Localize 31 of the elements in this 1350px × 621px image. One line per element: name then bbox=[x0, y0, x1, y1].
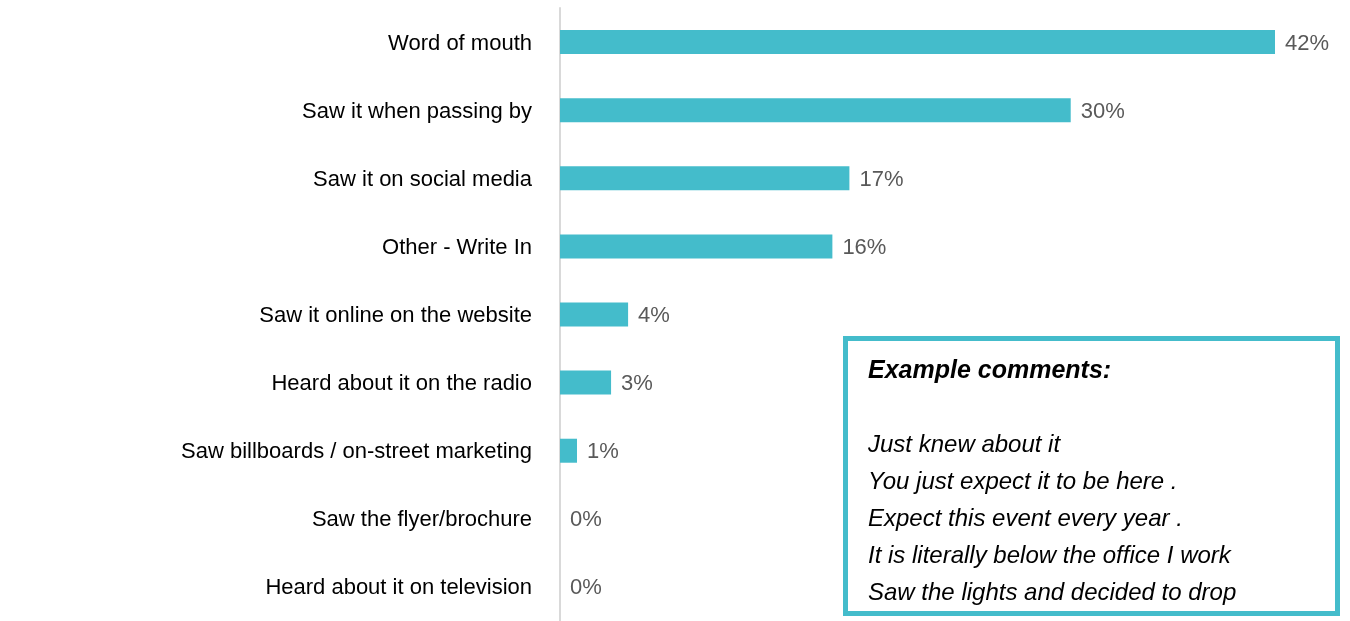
y-tick-label: Word of mouth bbox=[388, 29, 532, 55]
data-label: 3% bbox=[621, 370, 653, 396]
data-label: 17% bbox=[859, 165, 904, 191]
y-tick-label: Saw billboards / on-street marketing bbox=[181, 438, 532, 464]
bar bbox=[560, 302, 629, 327]
data-label: 0% bbox=[570, 574, 602, 600]
bar bbox=[560, 438, 578, 463]
data-label: 0% bbox=[570, 506, 602, 532]
data-label: 1% bbox=[587, 438, 619, 464]
annotation: Saw the lights and decided to drop bbox=[868, 577, 1238, 607]
y-tick-label: Other - Write In bbox=[382, 233, 532, 259]
bar bbox=[560, 234, 833, 259]
data-label: 16% bbox=[842, 233, 887, 259]
annotation: You just expect it to be here . bbox=[868, 466, 1179, 496]
annotation: Expect this event every year . bbox=[868, 503, 1184, 533]
annotation: Just knew about it bbox=[868, 429, 1062, 459]
bar bbox=[560, 370, 612, 395]
annotation: Example comments: bbox=[868, 354, 1113, 385]
y-tick-label: Saw it online on the website bbox=[259, 302, 532, 327]
data-label: 30% bbox=[1080, 97, 1125, 123]
bar bbox=[560, 98, 1071, 123]
y-tick-label: Saw it on social media bbox=[313, 165, 533, 191]
bar bbox=[560, 166, 850, 191]
data-label: 4% bbox=[638, 302, 670, 327]
data-label: 42% bbox=[1285, 29, 1330, 55]
bar bbox=[560, 30, 1275, 55]
y-tick-label: Saw it when passing by bbox=[302, 97, 532, 123]
annotation: It is literally below the office I work bbox=[868, 540, 1233, 570]
y-tick-label: Heard about it on television bbox=[265, 574, 532, 600]
y-tick-label: Saw the flyer/brochure bbox=[311, 506, 532, 532]
y-tick-label: Heard about it on the radio bbox=[271, 370, 532, 396]
